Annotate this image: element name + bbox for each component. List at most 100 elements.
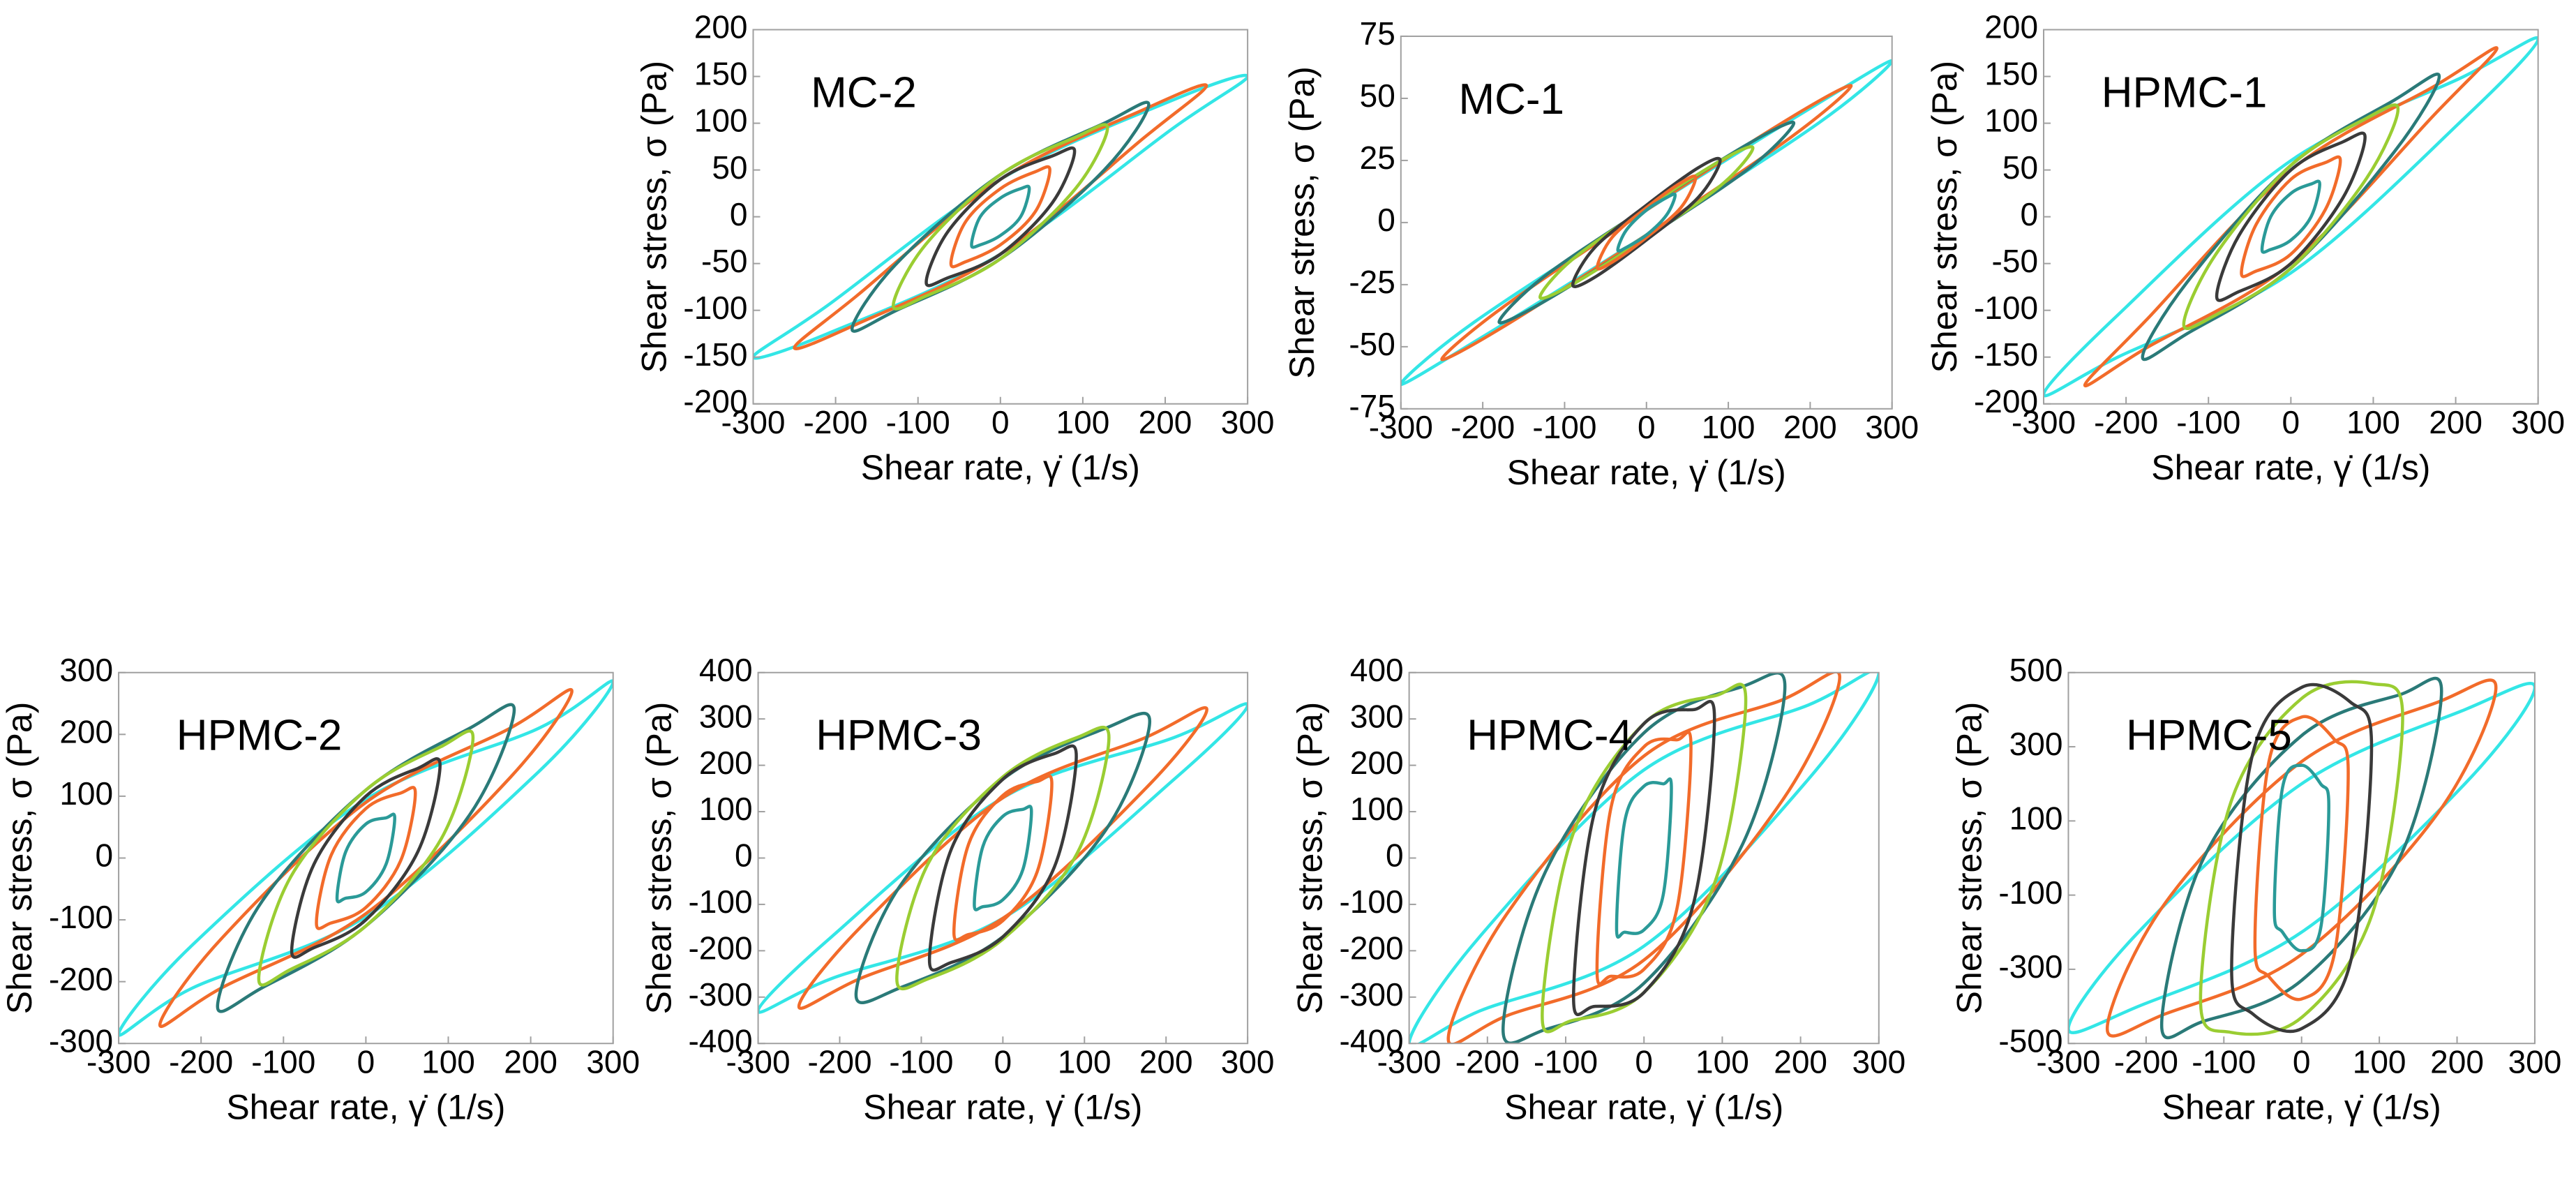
- x-tick-label: -300: [726, 1043, 791, 1080]
- x-tick-label: 0: [994, 1043, 1012, 1080]
- y-tick-label: 150: [694, 56, 748, 92]
- plot-area: [2068, 676, 2535, 1040]
- x-axis-label: Shear rate, γ̇ (1/s): [1507, 453, 1786, 492]
- y-tick-label: -150: [683, 336, 747, 373]
- x-tick-label: -100: [889, 1043, 953, 1080]
- y-tick-label: 500: [2009, 652, 2063, 688]
- y-axis-label: Shear stress, σ (Pa): [640, 702, 679, 1015]
- y-tick-label: -50: [1349, 326, 1395, 362]
- x-tick-label: 300: [586, 1043, 640, 1080]
- x-tick-label: 200: [1139, 404, 1192, 440]
- y-axis-label: Shear stress, σ (Pa): [1925, 61, 1964, 373]
- loop-line: [2083, 46, 2499, 388]
- y-axis-label: Shear stress, σ (Pa): [635, 61, 674, 373]
- y-tick-label: -50: [701, 243, 747, 279]
- y-tick-label: -200: [1974, 383, 2038, 419]
- y-tick-label: 300: [1350, 698, 1404, 734]
- x-tick-label: -100: [1534, 1043, 1598, 1080]
- x-tick-label: 300: [2511, 404, 2565, 440]
- y-tick-label: -100: [683, 290, 747, 326]
- loop-line: [2253, 715, 2350, 1001]
- y-tick-label: 100: [1350, 791, 1404, 827]
- loop-line: [290, 757, 442, 959]
- y-axis-label: Shear stress, σ (Pa): [1950, 702, 1989, 1015]
- y-tick-label: 0: [730, 196, 748, 232]
- x-tick-label: 300: [1865, 409, 1919, 445]
- y-tick-label: 400: [1350, 652, 1404, 688]
- panel: -300 -200 -100 0 100 200 300-200-150-100-50050…: [1925, 9, 2565, 487]
- y-tick-label: 300: [59, 652, 113, 688]
- y-tick-label: 0: [95, 837, 113, 874]
- loop-line: [257, 729, 475, 987]
- loop-line: [158, 688, 574, 1028]
- loop-line: [2215, 131, 2367, 302]
- y-tick-label: 200: [1350, 745, 1404, 781]
- panel: -300 -200 -100 0 100 200 300-500-300-100100300…: [1950, 652, 2562, 1127]
- y-tick-label: -300: [688, 976, 752, 1013]
- y-tick-label: 100: [694, 103, 748, 139]
- loop-line: [924, 146, 1077, 288]
- loop-line: [793, 83, 1208, 350]
- y-tick-label: 50: [2002, 149, 2038, 186]
- loop-line: [335, 812, 396, 904]
- y-tick-label: 50: [1360, 77, 1395, 114]
- loop-line: [2240, 155, 2342, 278]
- x-tick-label: 0: [2282, 404, 2300, 440]
- y-tick-label: 100: [2009, 800, 2063, 836]
- x-tick-label: 0: [1638, 409, 1656, 445]
- loop-line: [854, 712, 1152, 1004]
- x-tick-label: 100: [2353, 1043, 2406, 1080]
- loop-line: [1538, 145, 1755, 300]
- panel-title: HPMC-5: [2126, 712, 2292, 760]
- panel: -300 -200 -100 0 100 200 300-200-150-100-50050…: [635, 9, 1275, 487]
- y-tick-label: 0: [1386, 837, 1404, 874]
- x-tick-label: -200: [2094, 404, 2158, 440]
- panel: -300 -200 -100 0 100 200 300-400-300-200-10001…: [1291, 652, 1905, 1127]
- loop-line: [1502, 672, 1787, 1044]
- y-tick-label: -50: [1992, 243, 2038, 279]
- x-tick-label: 200: [1774, 1043, 1827, 1080]
- panel-title: HPMC-4: [1467, 712, 1633, 760]
- x-tick-label: 0: [357, 1043, 375, 1080]
- loop-line: [892, 123, 1109, 311]
- y-tick-label: 300: [2009, 726, 2063, 762]
- x-tick-label: -300: [1369, 409, 1433, 445]
- x-tick-label: 300: [2508, 1043, 2562, 1080]
- plot-area: [753, 73, 1248, 360]
- loop-line: [2159, 676, 2443, 1040]
- panel: -300 -200 -100 0 100 200 300 -300 -200 -100 0 100 20…: [0, 652, 640, 1127]
- y-tick-label: 0: [1377, 202, 1395, 238]
- y-axis-label: Shear stress, σ (Pa): [0, 702, 39, 1015]
- x-tick-label: 300: [1852, 1043, 1905, 1080]
- loop-line: [2199, 680, 2404, 1036]
- x-axis-label: Shear rate, γ̇ (1/s): [2162, 1087, 2441, 1126]
- x-tick-label: 300: [1221, 404, 1275, 440]
- x-tick-label: 100: [421, 1043, 475, 1080]
- y-tick-label: 0: [735, 837, 753, 874]
- y-tick-label: 100: [699, 791, 753, 827]
- y-tick-label: 300: [699, 698, 753, 734]
- loop-line: [1595, 730, 1693, 986]
- loop-line: [1440, 84, 1853, 361]
- x-tick-label: 200: [1139, 1043, 1193, 1080]
- x-tick-label: 100: [1702, 409, 1755, 445]
- loop-line: [2230, 683, 2374, 1034]
- y-tick-label: -200: [49, 961, 113, 997]
- y-tick-label: 25: [1360, 140, 1395, 176]
- x-tick-label: -300: [1377, 1043, 1441, 1080]
- x-tick-label: -100: [2176, 404, 2240, 440]
- x-tick-label: 0: [991, 404, 1010, 440]
- y-tick-label: 50: [712, 149, 747, 186]
- x-tick-label: 200: [504, 1043, 557, 1080]
- x-axis-label: Shear rate, γ̇ (1/s): [861, 448, 1140, 487]
- panel: -300 -200 -100 0 100 200 300-400-300-200-10001…: [640, 652, 1275, 1127]
- x-tick-label: -200: [807, 1043, 871, 1080]
- loop-line: [895, 725, 1111, 991]
- x-tick-label: -300: [2012, 404, 2076, 440]
- y-tick-label: -25: [1349, 264, 1395, 300]
- loop-line: [973, 805, 1033, 911]
- y-tick-label: -100: [688, 884, 752, 920]
- x-tick-label: 200: [2430, 1043, 2484, 1080]
- x-tick-label: 0: [1635, 1043, 1653, 1080]
